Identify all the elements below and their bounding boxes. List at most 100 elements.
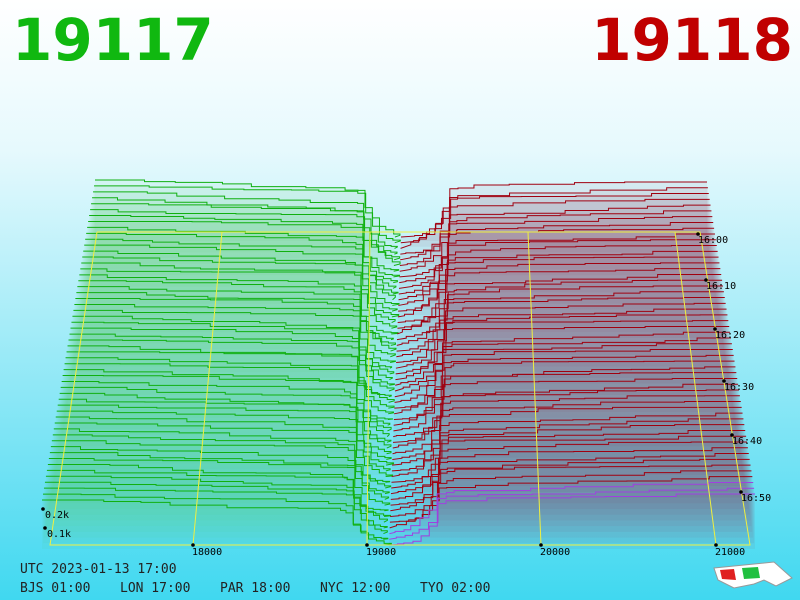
bid-line [88,220,400,278]
bid-line [80,268,396,324]
glasses-icon[interactable] [713,561,793,589]
ask-line [397,262,720,318]
ask-line [389,476,753,529]
ask-area [393,390,739,447]
ask-line [397,279,723,335]
bid-area [54,422,391,475]
timezone-clock: BJS 01:00 [20,581,90,596]
bid-area [93,191,398,253]
depth-label: 0.1k [47,529,71,540]
bid-line [85,238,399,295]
bid-line [87,226,398,284]
ask-area [399,222,714,281]
ask-line [399,221,714,278]
bid-area [95,180,400,241]
bid-line [46,469,392,517]
bid-line [57,404,392,455]
bid-area [42,500,392,549]
ask-line [394,360,735,415]
ask-line [392,389,739,443]
ask-area [396,303,726,361]
bid-line [78,280,399,335]
ask-line [390,453,749,506]
ask-area [390,453,749,510]
frame-line [527,231,542,546]
ask-area [394,343,732,401]
bid-area [51,440,391,492]
ask-line [396,302,726,358]
axis-dot [41,507,45,511]
axis-dot [365,543,369,547]
ask-line [391,418,744,472]
ask-line [392,401,741,455]
ask-area [391,442,747,498]
ask-line [394,354,734,409]
timezone-clock: PAR 18:00 [220,581,290,596]
ask-price: 19118 [591,6,793,74]
ask-line [390,458,750,512]
ask-area [389,494,755,549]
frame-line [366,231,371,546]
ask-line [395,325,730,381]
ask-line [393,372,737,426]
timezone-clock: LON 17:00 [120,581,190,596]
ask-line [392,412,743,466]
bid-area [92,197,398,259]
axis-dot [696,232,700,236]
axis-dot [704,278,708,282]
frame-line [674,231,717,546]
bid-area [43,488,388,538]
bid-line [45,475,388,523]
bid-line [64,363,394,415]
bid-line [50,446,390,495]
bid-price: 19117 [12,6,214,74]
ask-line [395,314,728,369]
bid-line [73,309,396,363]
price-label: 19000 [366,547,396,558]
ask-line [397,273,722,329]
ask-area [394,361,735,418]
bid-line [51,440,392,489]
ask-line [399,227,715,284]
bid-line [48,458,391,506]
ask-area [391,418,744,475]
price-label: 21000 [715,547,745,558]
ask-line [395,331,731,386]
frame [49,231,751,546]
axis-dot [191,543,195,547]
ask-area [395,338,731,395]
bid-line [44,481,388,529]
bid-line [74,303,396,358]
ask-line [392,395,740,449]
ask-line [398,233,715,289]
time-label: 16:20 [715,330,745,341]
bid-line [76,292,396,346]
ask-line [398,256,719,312]
bid-line [84,244,396,301]
axis-dot [43,526,47,530]
ask-line [396,291,724,346]
bid-area [44,482,388,532]
ask-line [400,204,711,261]
depth-surface [42,179,755,549]
ask-area [401,182,707,241]
glasses-red-lens [720,569,736,580]
bid-line [59,392,392,443]
ask-line [399,210,712,267]
ask-line [393,377,738,432]
axis-dot [539,543,543,547]
ask-area [399,216,713,276]
ask-area [392,413,743,470]
bid-line [55,416,395,466]
ask-line [396,297,725,352]
ask-line [389,470,752,523]
bid-line [95,179,401,238]
bid-line [69,333,395,386]
axis-dot [730,433,734,437]
depth-label: 0.2k [45,510,69,521]
bid-line [82,256,398,312]
time-label: 16:40 [732,436,762,447]
time-label: 16:30 [724,382,754,393]
bid-line [71,321,395,375]
ask-area [396,309,727,367]
